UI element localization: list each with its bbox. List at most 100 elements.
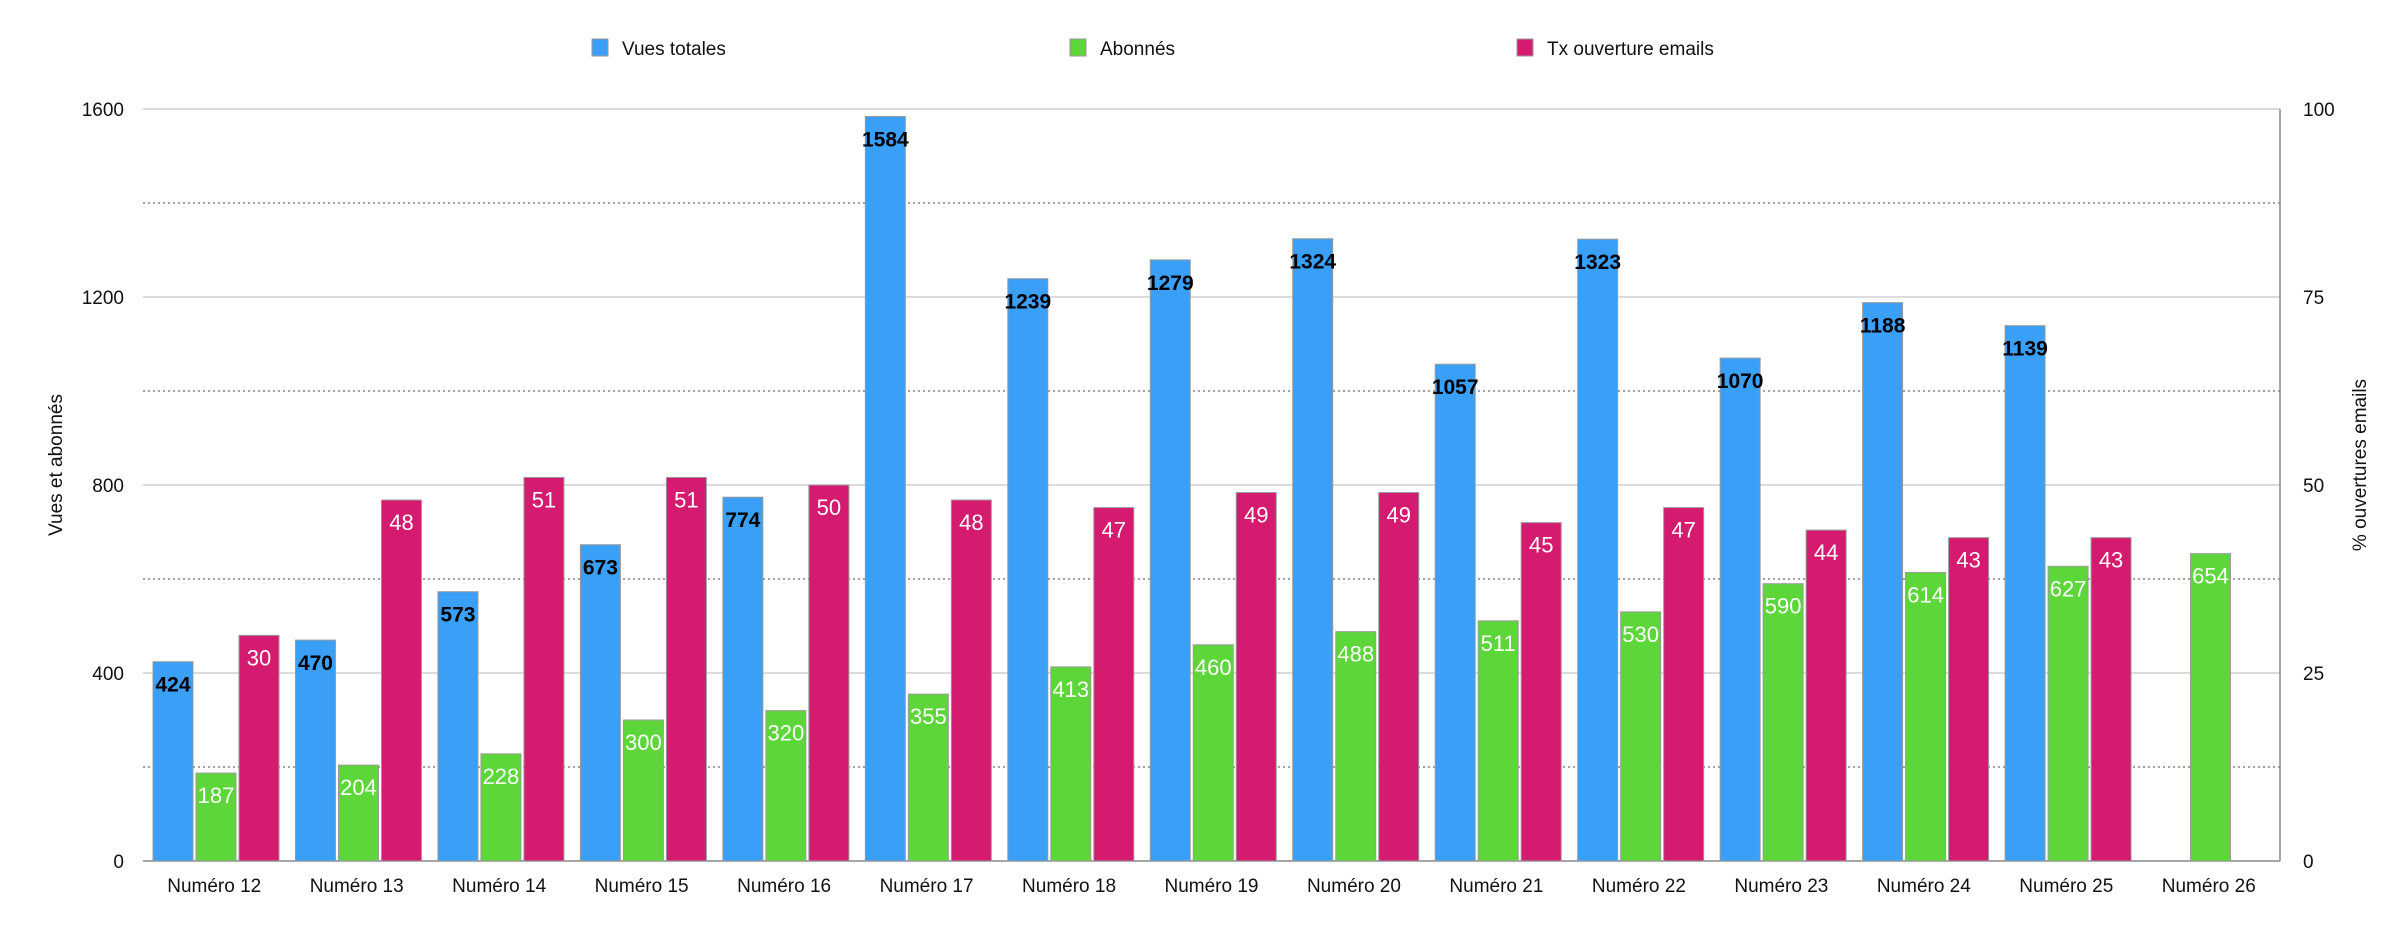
data-label: 300 [625, 730, 662, 755]
bar [1235, 492, 1277, 862]
x-tick-label: Numéro 23 [1734, 876, 1828, 897]
data-label: 470 [298, 652, 333, 675]
data-label: 614 [1907, 582, 1944, 607]
x-tick-label: Numéro 18 [1022, 876, 1116, 897]
data-label: 47 [1102, 518, 1126, 543]
y-right-tick-label: 100 [2303, 100, 2335, 121]
bar [722, 496, 764, 862]
y-right-tick-label: 0 [2303, 852, 2314, 873]
bar [2047, 565, 2089, 862]
bar [1192, 644, 1234, 862]
x-tick-label: Numéro 17 [880, 876, 974, 897]
data-label: 1324 [1289, 251, 1336, 274]
data-label: 1323 [1574, 251, 1621, 274]
y-axis-left-title: Vues et abonnés [46, 394, 67, 536]
data-label: 45 [1529, 533, 1553, 558]
legend-label: Vues totales [622, 39, 726, 60]
x-tick-label: Numéro 14 [452, 876, 546, 897]
bar [579, 544, 621, 862]
data-label: 1188 [1860, 315, 1906, 338]
bar [1948, 537, 1990, 862]
bar [1577, 238, 1619, 862]
bar [622, 719, 664, 862]
legend-label: Tx ouverture emails [1547, 39, 1714, 60]
x-tick-label: Numéro 19 [1165, 876, 1259, 897]
data-label: 43 [2099, 548, 2123, 573]
bar [2090, 537, 2132, 862]
data-label: 1584 [862, 129, 909, 152]
data-label: 460 [1195, 655, 1232, 680]
bar [294, 639, 336, 862]
bar [1477, 620, 1519, 862]
data-label: 51 [532, 487, 556, 512]
data-label: 30 [247, 645, 271, 670]
bar [152, 661, 194, 862]
x-tick-label: Numéro 25 [2019, 876, 2113, 897]
y-right-tick-label: 25 [2303, 664, 2324, 685]
bar [195, 772, 237, 862]
y-left-tick-label: 1600 [82, 100, 124, 121]
data-label: 187 [198, 783, 235, 808]
data-label: 1279 [1147, 272, 1194, 295]
y-axis-right-title: % ouvertures emails [2350, 379, 2371, 551]
legend: Vues totales Abonnés Tx ouverture emails [591, 38, 1714, 60]
axes: 0 400 800 1200 1600 0 25 50 75 100 Numéro 12 Numéro… [82, 100, 2335, 897]
data-label: 590 [1765, 594, 1802, 619]
data-label: 573 [440, 604, 475, 627]
data-label: 673 [583, 557, 618, 580]
bar [1007, 278, 1049, 862]
bar [238, 634, 280, 862]
y-left-tick-label: 400 [92, 664, 124, 685]
data-label: 204 [340, 775, 377, 800]
bar [380, 499, 422, 862]
data-label: 48 [389, 510, 413, 535]
bar [907, 693, 949, 862]
data-label: 488 [1337, 642, 1374, 667]
data-label: 511 [1481, 631, 1516, 656]
bar [1434, 363, 1476, 862]
data-label: 47 [1671, 518, 1695, 543]
x-tick-label: Numéro 20 [1307, 876, 1401, 897]
data-label: 48 [959, 510, 983, 535]
bar [765, 710, 807, 862]
data-label: 44 [1814, 540, 1838, 565]
bar [2004, 325, 2046, 862]
y-left-tick-label: 800 [92, 476, 124, 497]
y-right-tick-label: 75 [2303, 288, 2324, 309]
data-label: 50 [817, 495, 841, 520]
x-tick-label: Numéro 16 [737, 876, 831, 897]
bar [523, 476, 565, 862]
data-label: 1070 [1717, 370, 1764, 393]
bar [808, 484, 850, 862]
bar [1050, 666, 1092, 862]
data-label: 1057 [1432, 376, 1479, 399]
bar [1149, 259, 1191, 862]
y-left-tick-label: 1200 [82, 288, 124, 309]
data-label: 228 [483, 764, 520, 789]
data-label: 424 [155, 674, 190, 697]
bar [437, 591, 479, 862]
data-label: 774 [725, 509, 760, 532]
legend-swatch [1516, 38, 1534, 57]
x-tick-label: Numéro 26 [2162, 876, 2256, 897]
data-label: 49 [1386, 503, 1410, 528]
bar [1862, 302, 1904, 862]
bar [1762, 583, 1804, 862]
bar [1805, 529, 1847, 862]
legend-label: Abonnés [1100, 39, 1175, 60]
x-tick-label: Numéro 21 [1449, 876, 1543, 897]
bar [950, 499, 992, 862]
data-label: 413 [1052, 677, 1089, 702]
data-label: 51 [674, 487, 698, 512]
data-label: 654 [2192, 564, 2229, 589]
bar [1378, 492, 1420, 862]
bars [152, 116, 2232, 862]
bar [1335, 631, 1377, 862]
bar [337, 764, 379, 862]
x-tick-label: Numéro 15 [595, 876, 689, 897]
y-right-tick-label: 50 [2303, 476, 2324, 497]
x-tick-label: Numéro 12 [167, 876, 261, 897]
x-tick-label: Numéro 22 [1592, 876, 1686, 897]
data-label: 49 [1244, 503, 1268, 528]
